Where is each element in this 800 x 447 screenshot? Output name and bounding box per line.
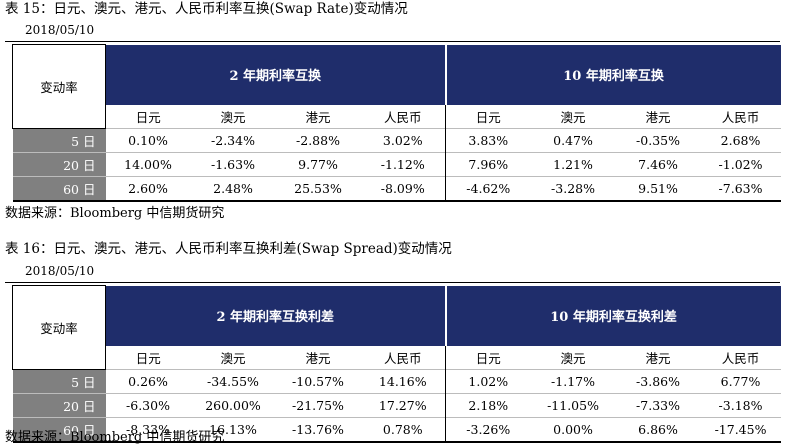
table-date: 2018/05/10: [25, 264, 95, 278]
period-label: 20 日: [12, 151, 106, 176]
value-cell: 2.60%: [105, 175, 191, 202]
value-cell: -1.17%: [530, 368, 616, 393]
value-cell: -3.18%: [700, 392, 781, 417]
value-cell: 0.10%: [105, 127, 191, 152]
value-cell: -4.62%: [445, 175, 531, 202]
value-cell: 7.96%: [445, 151, 531, 176]
source-note: 数据来源：Bloomberg 中信期货研究: [5, 430, 225, 445]
value-cell: 17.27%: [360, 392, 446, 417]
value-cell: 260.00%: [190, 392, 276, 417]
currency-header-row: 日元 澳元 港元 人民币 日元 澳元 港元 人民币: [13, 345, 781, 369]
value-cell: 9.77%: [275, 151, 361, 176]
currency-header: 港元: [645, 350, 671, 366]
currency-header: 日元: [445, 104, 531, 128]
group-header-right: 10 年期利率互换利差: [445, 285, 781, 346]
group-header-left: 2 年期利率互换利差: [105, 285, 447, 346]
table-date: 2018/05/10: [25, 23, 95, 37]
value-cell: 0.26%: [105, 368, 191, 393]
currency-header: 澳元: [560, 350, 586, 366]
group-header-right: 10 年期利率互换: [445, 44, 781, 105]
date-row: 2018/05/10: [5, 21, 780, 42]
currency-header-row: 日元 澳元 港元 人民币 日元 澳元 港元 人民币: [13, 104, 781, 128]
data-table: 变动率 2 年期利率互换 10 年期利率互换 日元 澳元 港元 人民币 日元 澳元 港元 人民币 5 …: [12, 44, 781, 202]
value-cell: -1.02%: [700, 151, 781, 176]
value-cell: -1.12%: [360, 151, 446, 176]
table-row: 5 日 0.26% -34.55% -10.57% 14.16% 1.02% -1.17% -…: [12, 368, 781, 393]
value-cell: 1.02%: [445, 368, 531, 393]
currency-header: 港元: [645, 109, 671, 125]
currency-header: 澳元: [220, 350, 246, 366]
value-cell: -3.28%: [530, 175, 616, 202]
value-cell: 14.00%: [105, 151, 191, 176]
period-label: 60 日: [12, 175, 106, 202]
currency-header: 人民币: [384, 350, 422, 366]
currency-header: 港元: [305, 350, 331, 366]
table-title: 表 16：日元、澳元、港元、人民币利率互换利差(Swap Spread)变动情况: [5, 241, 452, 257]
value-cell: -3.86%: [615, 368, 701, 393]
value-cell: 9.51%: [615, 175, 701, 202]
date-row: 2018/05/10: [5, 262, 780, 283]
value-cell: 16.13%: [190, 416, 276, 443]
currency-header: 日元: [445, 345, 531, 369]
period-label: 5 日: [12, 368, 106, 393]
value-cell: -0.35%: [615, 127, 701, 152]
currency-header: 澳元: [560, 109, 586, 125]
source-note: 数据来源：Bloomberg 中信期货研究: [5, 206, 225, 221]
table-title: 表 15：日元、澳元、港元、人民币利率互换(Swap Rate)变动情况: [5, 1, 408, 17]
value-cell: -7.33%: [615, 392, 701, 417]
value-cell: 0.47%: [530, 127, 616, 152]
value-cell: -21.75%: [275, 392, 361, 417]
currency-header: 日元: [135, 350, 161, 366]
value-cell: 6.86%: [615, 416, 701, 443]
table-row: 20 日 -6.30% 260.00% -21.75% 17.27% 2.18% -11.0…: [12, 392, 781, 417]
value-cell: -17.45%: [700, 416, 781, 443]
data-table: 变动率 2 年期利率互换利差 10 年期利率互换利差 日元 澳元 港元 人民币 日元 澳元 港元人…: [12, 285, 781, 443]
table-row: 20 日 14.00% -1.63% 9.77% -1.12% 7.96% 1.21% 7.4…: [12, 151, 781, 176]
header-row: 变动率 2 年期利率互换 10 年期利率互换: [12, 44, 781, 129]
currency-header: 澳元: [220, 109, 246, 125]
value-cell: -2.88%: [275, 127, 361, 152]
value-cell: 6.77%: [700, 368, 781, 393]
currency-header: 港元: [305, 109, 331, 125]
value-cell: 0.00%: [530, 416, 616, 443]
value-cell: -7.63%: [700, 175, 781, 202]
value-cell: 7.46%: [615, 151, 701, 176]
currency-header: 人民币: [721, 109, 760, 125]
value-cell: 3.83%: [445, 127, 531, 152]
table-row: 60 日 2.60% 2.48% 25.53% -8.09% -4.62% -3.28% 9.…: [12, 175, 781, 202]
currency-header: 人民币: [721, 350, 760, 366]
value-cell: -8.09%: [360, 175, 446, 202]
row-header-label: 变动率: [12, 44, 106, 129]
value-cell: 14.16%: [360, 368, 446, 393]
value-cell: -1.63%: [190, 151, 276, 176]
value-cell: -3.26%: [445, 416, 531, 443]
value-cell: -10.57%: [275, 368, 361, 393]
header-row: 变动率 2 年期利率互换利差 10 年期利率互换利差: [12, 285, 781, 370]
value-cell: 3.02%: [360, 127, 446, 152]
value-cell: -6.30%: [105, 392, 191, 417]
row-header-label: 变动率: [12, 285, 106, 370]
value-cell: -34.55%: [190, 368, 276, 393]
period-label: 60 日: [12, 416, 106, 443]
group-header-left: 2 年期利率互换: [105, 44, 447, 105]
value-cell: -2.34%: [190, 127, 276, 152]
value-cell: 1.21%: [530, 151, 616, 176]
value-cell: 25.53%: [275, 175, 361, 202]
period-label: 5 日: [12, 127, 106, 152]
table-row: 60 日 -8.33% 16.13% -13.76% 0.78% -3.26% 0.00% 6…: [12, 416, 781, 443]
value-cell: 2.68%: [700, 127, 781, 152]
value-cell: 2.48%: [190, 175, 276, 202]
currency-header: 人民币: [384, 109, 422, 125]
currency-header: 日元: [135, 109, 161, 125]
value-cell: -8.33%: [105, 416, 191, 443]
period-label: 20 日: [12, 392, 106, 417]
value-cell: -13.76%: [275, 416, 361, 443]
value-cell: 2.18%: [445, 392, 531, 417]
value-cell: -11.05%: [530, 392, 616, 417]
table-row: 5 日 0.10% -2.34% -2.88% 3.02% 3.83% 0.47% -0.35…: [12, 127, 781, 152]
value-cell: 0.78%: [360, 416, 446, 443]
